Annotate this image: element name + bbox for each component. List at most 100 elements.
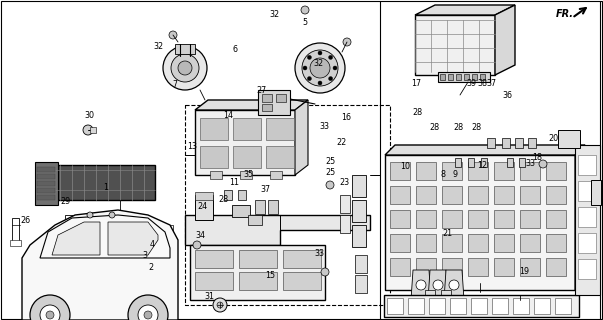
Bar xyxy=(416,234,436,252)
Text: 8: 8 xyxy=(441,170,446,179)
Polygon shape xyxy=(52,222,100,255)
Bar xyxy=(520,258,540,276)
Text: 32: 32 xyxy=(270,10,280,19)
Circle shape xyxy=(433,280,443,290)
Bar xyxy=(471,298,487,314)
Bar xyxy=(502,138,510,148)
Bar xyxy=(262,94,272,102)
Circle shape xyxy=(303,66,307,70)
Text: 28: 28 xyxy=(413,108,423,117)
Bar xyxy=(239,272,277,290)
Circle shape xyxy=(46,311,54,319)
Bar xyxy=(441,290,451,310)
Text: 35: 35 xyxy=(244,170,253,179)
Bar xyxy=(578,259,596,279)
Bar xyxy=(210,171,222,179)
Bar xyxy=(283,250,321,268)
Bar xyxy=(440,74,445,80)
Text: 29: 29 xyxy=(60,197,70,206)
Bar xyxy=(390,186,410,204)
Bar xyxy=(520,186,540,204)
Bar xyxy=(450,298,466,314)
Bar xyxy=(481,158,487,167)
Bar xyxy=(520,234,540,252)
Text: 13: 13 xyxy=(187,142,197,151)
Bar xyxy=(528,138,536,148)
Polygon shape xyxy=(575,145,585,290)
Bar xyxy=(390,234,410,252)
Bar xyxy=(416,258,436,276)
Polygon shape xyxy=(444,270,464,300)
Text: 10: 10 xyxy=(400,162,410,171)
Text: 33: 33 xyxy=(526,159,535,168)
Text: 19: 19 xyxy=(520,267,529,276)
Text: 14: 14 xyxy=(223,111,233,120)
Bar xyxy=(185,105,390,305)
Polygon shape xyxy=(428,270,448,300)
Polygon shape xyxy=(195,100,308,110)
Bar xyxy=(239,250,277,268)
Bar xyxy=(494,186,514,204)
Text: 28: 28 xyxy=(453,124,463,132)
Bar xyxy=(494,210,514,228)
Text: 27: 27 xyxy=(256,86,266,95)
Circle shape xyxy=(217,302,223,308)
Text: 26: 26 xyxy=(21,216,31,225)
Text: 28: 28 xyxy=(472,124,481,132)
Text: 39: 39 xyxy=(467,79,476,88)
Text: 23: 23 xyxy=(340,178,350,187)
Polygon shape xyxy=(415,15,495,75)
Bar xyxy=(578,207,596,227)
Text: 24: 24 xyxy=(197,202,207,211)
Bar xyxy=(232,205,250,217)
Bar xyxy=(456,74,461,80)
Circle shape xyxy=(539,160,547,168)
Polygon shape xyxy=(55,165,155,200)
Bar xyxy=(468,234,488,252)
Bar xyxy=(546,258,566,276)
Circle shape xyxy=(144,311,152,319)
Circle shape xyxy=(276,93,284,101)
Text: 6: 6 xyxy=(233,45,238,54)
Bar xyxy=(390,162,410,180)
Bar xyxy=(270,171,282,179)
Bar xyxy=(240,171,252,179)
Circle shape xyxy=(416,280,426,290)
Bar xyxy=(283,272,321,290)
Bar xyxy=(472,74,477,80)
Text: 36: 36 xyxy=(503,92,513,100)
Circle shape xyxy=(163,46,207,90)
Bar xyxy=(468,158,474,167)
Polygon shape xyxy=(385,145,585,155)
Bar xyxy=(578,181,596,201)
Bar xyxy=(352,175,366,197)
Bar xyxy=(455,158,461,167)
Bar xyxy=(37,195,55,200)
Bar xyxy=(578,233,596,253)
Bar xyxy=(534,298,550,314)
Text: 16: 16 xyxy=(341,113,351,122)
Text: 5: 5 xyxy=(302,18,307,27)
Bar xyxy=(468,186,488,204)
Bar xyxy=(340,195,350,213)
Bar xyxy=(442,210,462,228)
Bar xyxy=(175,44,195,54)
Bar xyxy=(355,255,367,273)
Bar xyxy=(65,215,74,235)
Text: 2: 2 xyxy=(148,263,153,272)
Circle shape xyxy=(87,212,93,218)
Polygon shape xyxy=(35,162,58,205)
Circle shape xyxy=(109,212,115,218)
Circle shape xyxy=(83,125,93,135)
Bar xyxy=(390,258,410,276)
Text: 30: 30 xyxy=(84,111,94,120)
Bar xyxy=(355,275,367,293)
Text: 34: 34 xyxy=(195,231,205,240)
Polygon shape xyxy=(575,145,600,295)
Bar xyxy=(352,225,366,247)
Text: 20: 20 xyxy=(549,134,558,143)
Bar xyxy=(12,218,19,243)
Bar xyxy=(255,200,265,214)
Bar xyxy=(546,234,566,252)
Bar xyxy=(248,215,262,225)
